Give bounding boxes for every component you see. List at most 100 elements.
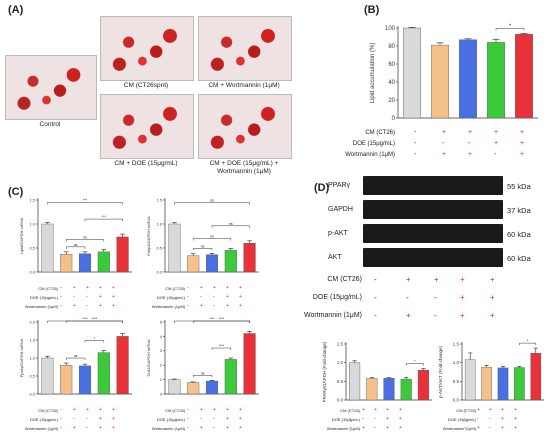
bar	[224, 359, 237, 395]
significance-label: ****	[209, 317, 215, 321]
y-tick-label: 0.5	[29, 245, 35, 250]
treatment-sign-c3: -	[60, 416, 62, 422]
y-tick-label: 1.0	[156, 221, 162, 226]
bar	[97, 251, 110, 273]
y-tick-label: 20	[388, 98, 395, 104]
treatment-sign-b: +	[468, 151, 473, 158]
treatment-sign-c4: -	[213, 416, 215, 422]
treatment-sign-c3: -	[86, 416, 88, 422]
y-tick-label: 0.0	[337, 398, 344, 403]
treatment-label-d2: Wortmannin (1μM)	[442, 426, 476, 431]
y-tick-label: 2	[160, 363, 163, 368]
treatment-sign-c4: +	[239, 425, 242, 431]
treatment-sign-d2: -	[464, 425, 466, 431]
treatment-label-c2: Wortmannin (1μM)	[151, 304, 185, 309]
bar	[78, 365, 92, 395]
treatment-sign-c1: -	[60, 285, 62, 291]
treatment-sign-d1: +	[399, 407, 402, 413]
y-tick-label: 1	[160, 377, 163, 382]
significance-label: *	[509, 23, 512, 29]
treatment-sign-c1: +	[112, 294, 115, 300]
treatment-sign-d1: -	[374, 425, 376, 431]
treatment-sign-c1: +	[112, 285, 115, 291]
treatment-sign-d-blot: +	[406, 275, 411, 284]
micrograph-control	[5, 55, 97, 120]
treatment-sign-d-blot: -	[374, 275, 377, 284]
bar	[366, 378, 378, 401]
treatment-sign-b: +	[468, 129, 473, 136]
significance-label: *	[94, 336, 96, 340]
treatment-label-d2: CM (CT26)	[456, 408, 476, 413]
treatment-sign-c2: -	[187, 294, 189, 300]
significance-bracket	[84, 218, 123, 222]
treatment-sign-d2: +	[501, 416, 504, 422]
treatment-sign-b: -	[414, 151, 417, 158]
significance-label: ns	[210, 199, 214, 203]
y-tick-label: 60	[388, 62, 395, 68]
blot-akt	[363, 248, 503, 267]
treatment-sign-b: -	[414, 140, 417, 147]
y-tick-label: 40	[388, 80, 395, 86]
bar	[116, 236, 129, 273]
treatment-sign-b: +	[494, 140, 499, 147]
y-tick-label: 100	[385, 26, 396, 32]
bar	[514, 367, 525, 401]
treatment-sign-c3: -	[60, 425, 62, 431]
treatment-sign-d2: +	[514, 416, 517, 422]
significance-label: ns	[201, 371, 205, 375]
y-tick-label: 0.0	[29, 269, 35, 274]
treatment-sign-c2: -	[213, 303, 215, 309]
bar	[187, 382, 200, 395]
treatment-sign-c4: +	[200, 407, 203, 413]
blot-size-p-akt: 60 kDa	[507, 230, 531, 239]
treatment-sign-c1: -	[73, 294, 75, 300]
bar	[60, 365, 73, 395]
treatment-sign-d-blot: +	[460, 311, 465, 320]
treatment-sign-d1: +	[362, 425, 365, 431]
treatment-sign-d-blot: -	[434, 293, 437, 302]
treatment-sign-c1: +	[99, 285, 102, 291]
treatment-sign-d1: +	[374, 407, 377, 413]
treatment-sign-c3: +	[73, 425, 76, 431]
y-axis-label: PPARγ/GAPDH (Fold-change)	[322, 341, 327, 402]
y-tick-label: 0.5	[453, 379, 460, 384]
significance-bracket	[192, 320, 250, 323]
treatment-sign-c3: +	[112, 407, 115, 413]
treatment-label-c3: CM (CT26)	[38, 408, 58, 413]
bar	[41, 357, 54, 395]
bar	[187, 255, 200, 273]
bar	[78, 253, 92, 273]
treatment-sign-c4: +	[239, 407, 242, 413]
treatment-sign-b: +	[520, 140, 525, 147]
treatment-sign-c4: +	[226, 425, 229, 431]
significance-label: ***	[83, 199, 88, 203]
bar	[530, 353, 542, 401]
significance-bracket	[192, 238, 232, 241]
treatment-sign-c3: -	[86, 425, 88, 431]
bar	[459, 39, 477, 119]
treatment-sign-b: -	[442, 140, 445, 147]
y-axis-label: p-AKT/AKT (Fold-change)	[438, 346, 443, 398]
treatment-sign-b: +	[520, 129, 525, 136]
chart-d1: 0.0 0.5 1.0 1.5 PPARγ/GAPDH (Fold-change) *	[322, 341, 432, 403]
significance-bracket	[84, 340, 105, 343]
y-tick-label: 0.0	[29, 391, 35, 396]
significance-label: ****	[82, 317, 88, 321]
bar	[205, 254, 219, 273]
treatment-label-d-blot: CM (CT26)	[327, 276, 362, 283]
treatment-sign-d-blot: -	[374, 293, 377, 302]
treatment-sign-c1: +	[73, 285, 76, 291]
treatment-sign-d1: +	[399, 416, 402, 422]
treatment-sign-c2: -	[200, 294, 202, 300]
bar	[497, 367, 509, 401]
bar	[481, 366, 492, 401]
panel-c-letter: (C)	[8, 186, 24, 198]
y-tick-label: 4	[160, 334, 163, 339]
treatment-sign-c4: -	[187, 407, 189, 413]
significance-label: *	[527, 338, 529, 343]
significance-bracket	[495, 28, 525, 31]
bar	[243, 243, 256, 273]
y-tick-label: 0.0	[453, 398, 460, 403]
treatment-sign-c3: +	[86, 407, 89, 413]
